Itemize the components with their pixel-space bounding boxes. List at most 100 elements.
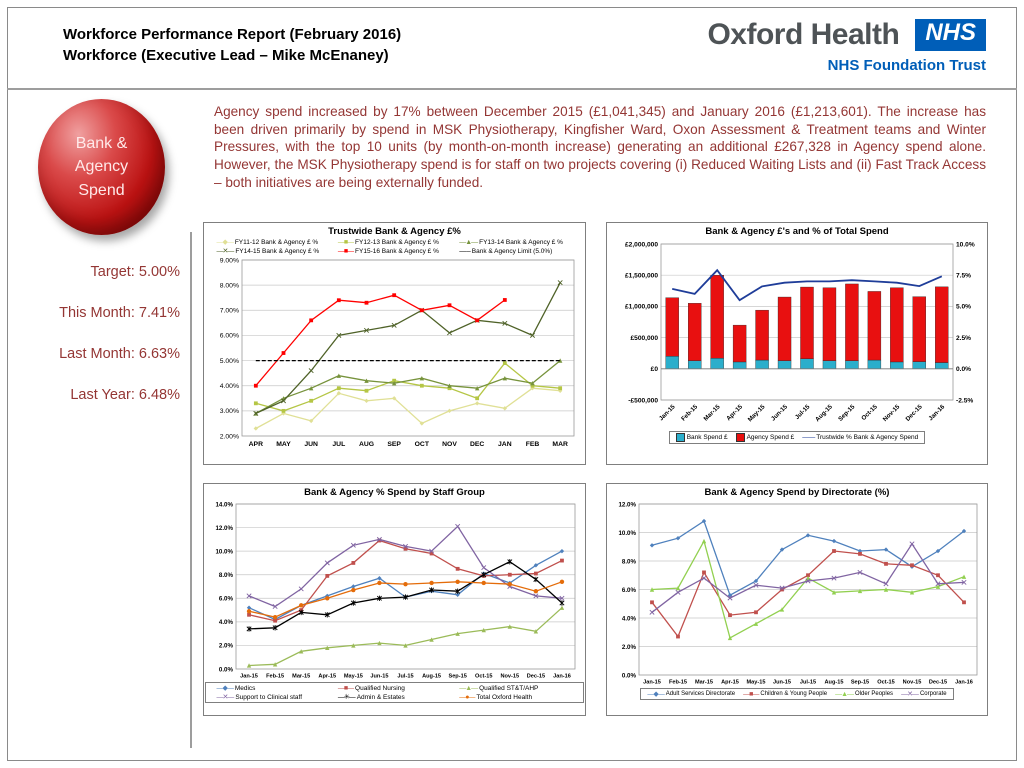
svg-text:10.0%: 10.0% [618,530,636,537]
legend-item: —✕— FY14-15 Bank & Agency £ % [216,247,329,256]
legend-line-key: —■— [337,238,354,246]
svg-text:Dec-15: Dec-15 [904,403,924,423]
svg-text:Dec-15: Dec-15 [527,674,545,680]
svg-text:3.00%: 3.00% [220,408,239,415]
svg-text:Jan-15: Jan-15 [240,674,258,680]
svg-text:Jun-15: Jun-15 [773,680,791,686]
legend-item: —▲— Older Peoples [835,691,893,698]
svg-text:Apr-15: Apr-15 [725,403,744,422]
svg-text:Mar-15: Mar-15 [703,403,722,422]
svg-text:Feb-15: Feb-15 [266,674,284,680]
nhs-logo: NHS [915,19,986,51]
svg-text:DEC: DEC [470,441,484,448]
legend-line-key: —◆— [216,685,233,692]
svg-text:£1,500,000: £1,500,000 [625,273,658,280]
series [253,358,563,416]
svg-text:Aug-15: Aug-15 [825,680,844,686]
stat-label: Last Month: [59,346,135,362]
chart-legend: —◆— FY11-12 Bank & Agency £ % —■— FY12-13 B… [212,238,578,256]
stat-target: Target: 5.00% [28,264,181,280]
chart-title: Bank & Agency £'s and % of Total Spend [705,226,889,237]
chart-directorate: Bank & Agency Spend by Directorate (%) 0… [606,483,988,716]
legend-label: FY14-15 Bank & Agency £ % [235,247,320,255]
legend-line-key: —▲— [459,684,478,692]
series [246,523,565,610]
svg-text:Aug-15: Aug-15 [814,403,834,423]
svg-text:2.00%: 2.00% [220,433,239,440]
svg-text:4.0%: 4.0% [622,615,637,622]
legend-line-key: —◆— [647,691,664,698]
legend-label: Corporate [919,691,947,697]
svg-text:JUL: JUL [332,441,345,448]
svg-text:6.00%: 6.00% [220,333,239,340]
svg-text:Sep-15: Sep-15 [448,674,466,680]
legend-item: Bank Spend £ [675,433,728,442]
svg-text:£1,000,000: £1,000,000 [625,304,658,311]
svg-text:2.0%: 2.0% [622,644,637,651]
series [253,361,563,413]
report-title: Workforce Performance Report (February 2… [63,26,402,43]
legend-line-key: —✕— [216,248,234,255]
legend-line-key: —●— [459,693,475,701]
svg-text:12.0%: 12.0% [215,525,233,532]
stat-label: This Month: [59,305,135,321]
svg-text:5.00%: 5.00% [220,358,239,365]
legend-line-key: —✕— [216,694,234,701]
svg-text:Jan-16: Jan-16 [553,674,571,680]
stat-value: 6.48% [138,387,180,403]
commentary-text: Agency spend increased by 17% between De… [214,104,986,190]
chart-title: Bank & Agency % Spend by Staff Group [304,487,485,498]
bank-agency-spend-badge: Bank & Agency Spend [38,99,165,235]
legend-line-key: —■— [337,684,354,692]
svg-text:Sep-15: Sep-15 [837,403,857,423]
svg-text:8.0%: 8.0% [622,558,637,565]
series [253,293,507,388]
series [649,541,967,615]
legend-label: Bank & Agency Limit (5.0%) [471,247,553,255]
svg-text:Mar-15: Mar-15 [292,674,310,680]
staff-group-chart-plot: 0.0% 2.0% 4.0% 6.0% 8.0% 10.0% 12.0% 14.0% Jan-1… [215,501,576,680]
svg-text:Jul-15: Jul-15 [800,680,816,686]
chart-legend: Bank Spend £ Agency Spend £ —— Trustwide % … [668,431,926,444]
header-divider [7,88,1017,90]
svg-text:May-15: May-15 [344,674,363,680]
svg-text:4.00%: 4.00% [220,383,239,390]
svg-text:May-15: May-15 [747,403,767,423]
svg-text:APR: APR [249,441,263,448]
svg-text:Apr-15: Apr-15 [721,680,739,686]
svg-text:Jul-15: Jul-15 [397,674,413,680]
legend-item: —■— FY12-13 Bank & Agency £ % [338,239,451,246]
svg-text:May-15: May-15 [747,680,766,686]
legend-item: Agency Spend £ [735,433,794,442]
legend-label: FY13-14 Bank & Agency £ % [479,238,563,246]
svg-text:Dec-15: Dec-15 [929,680,947,686]
report-subtitle: Workforce (Executive Lead – Mike McEnane… [63,47,389,64]
legend-line-key: —✕— [901,691,919,698]
svg-text:FEB: FEB [526,441,540,448]
svg-text:8.0%: 8.0% [219,572,234,579]
svg-text:2.0%: 2.0% [219,643,234,650]
legend-item: —▲— Qualified ST&T/AHP [459,685,572,692]
chart-legend: —◆— Medics —■— Qualified Nursing —▲— Qualifie… [204,682,585,703]
stat-this-month: This Month: 7.41% [28,305,180,321]
svg-text:Jan-16: Jan-16 [955,680,973,686]
legend-item: – – – Bank & Agency Limit (5.0%) [459,248,572,255]
svg-text:SEP: SEP [387,441,401,448]
svg-text:Jan-15: Jan-15 [643,680,661,686]
svg-text:Mar-15: Mar-15 [695,680,713,686]
svg-text:Oct-15: Oct-15 [860,403,879,422]
svg-text:MAY: MAY [276,441,291,448]
stat-value: 5.00% [138,264,180,280]
svg-text:Sep-15: Sep-15 [851,680,869,686]
legend-item: —— Trustwide % Bank & Agency Spend [802,434,918,441]
svg-text:Jun-15: Jun-15 [770,403,789,422]
legend-line-key: —■— [337,247,354,255]
legend-item: —▲— FY13-14 Bank & Agency £ % [459,239,572,246]
stat-last-year: Last Year: 6.48% [28,387,180,403]
legend-swatch [735,433,745,442]
svg-text:Jul-15: Jul-15 [794,403,812,421]
badge-line-3: Spend [78,181,125,199]
svg-text:£500,000: £500,000 [630,335,658,342]
svg-text:4.0%: 4.0% [219,619,234,626]
chart-title: Trustwide Bank & Agency £% [328,226,461,237]
